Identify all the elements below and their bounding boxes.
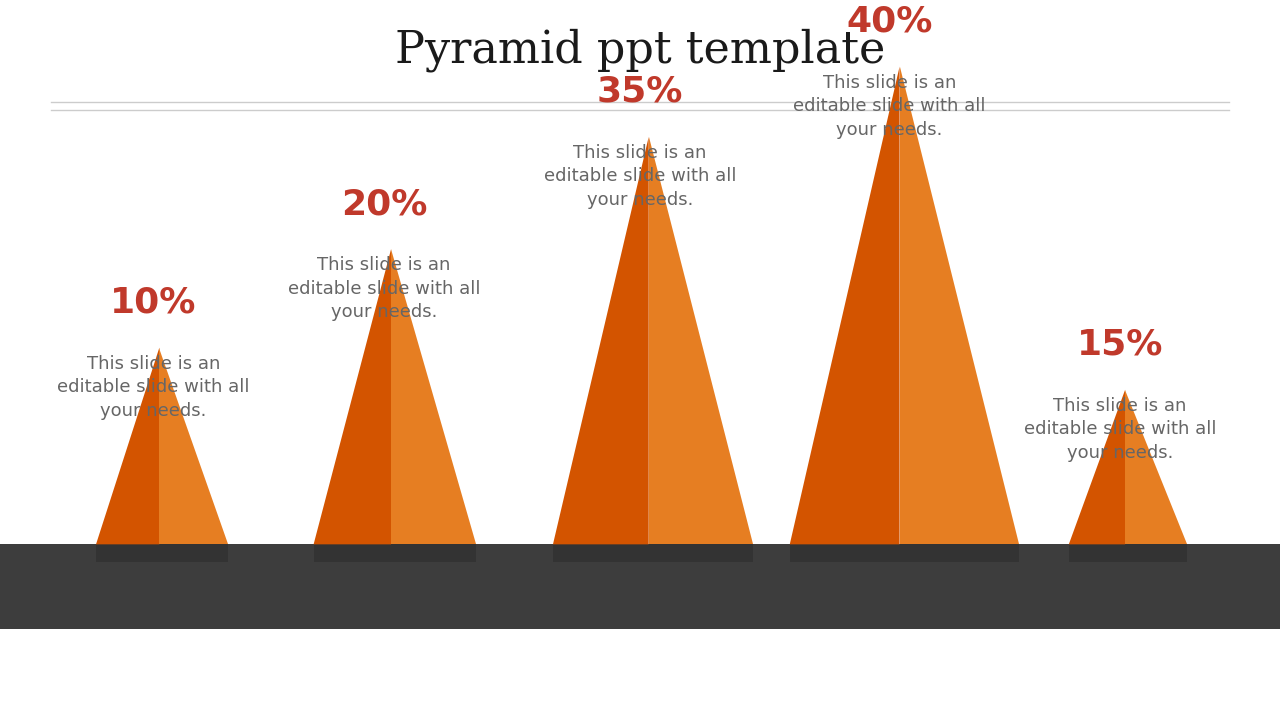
Text: 20%: 20% xyxy=(340,187,428,221)
Polygon shape xyxy=(649,137,753,544)
Text: This slide is an
editable slide with all
your needs.: This slide is an editable slide with all… xyxy=(288,256,480,321)
Text: This slide is an
editable slide with all
your needs.: This slide is an editable slide with all… xyxy=(544,144,736,209)
Polygon shape xyxy=(790,544,1019,562)
Polygon shape xyxy=(1069,390,1125,544)
Text: This slide is an
editable slide with all
your needs.: This slide is an editable slide with all… xyxy=(1024,397,1216,462)
Polygon shape xyxy=(553,544,753,562)
Polygon shape xyxy=(900,66,1019,544)
Text: 40%: 40% xyxy=(846,4,933,38)
Polygon shape xyxy=(790,66,900,544)
Polygon shape xyxy=(553,137,649,544)
Polygon shape xyxy=(96,348,160,544)
Text: 15%: 15% xyxy=(1076,328,1164,361)
Polygon shape xyxy=(1069,544,1187,562)
Text: This slide is an
editable slide with all
your needs.: This slide is an editable slide with all… xyxy=(58,355,250,420)
Text: 35%: 35% xyxy=(596,75,684,109)
Polygon shape xyxy=(160,348,228,544)
Text: Pyramid ppt template: Pyramid ppt template xyxy=(394,29,886,72)
FancyBboxPatch shape xyxy=(0,544,1280,629)
Text: This slide is an
editable slide with all
your needs.: This slide is an editable slide with all… xyxy=(794,73,986,139)
Polygon shape xyxy=(392,249,476,544)
Polygon shape xyxy=(314,249,392,544)
Polygon shape xyxy=(314,544,476,562)
Polygon shape xyxy=(96,544,228,562)
Text: 10%: 10% xyxy=(110,286,197,320)
Polygon shape xyxy=(1125,390,1187,544)
